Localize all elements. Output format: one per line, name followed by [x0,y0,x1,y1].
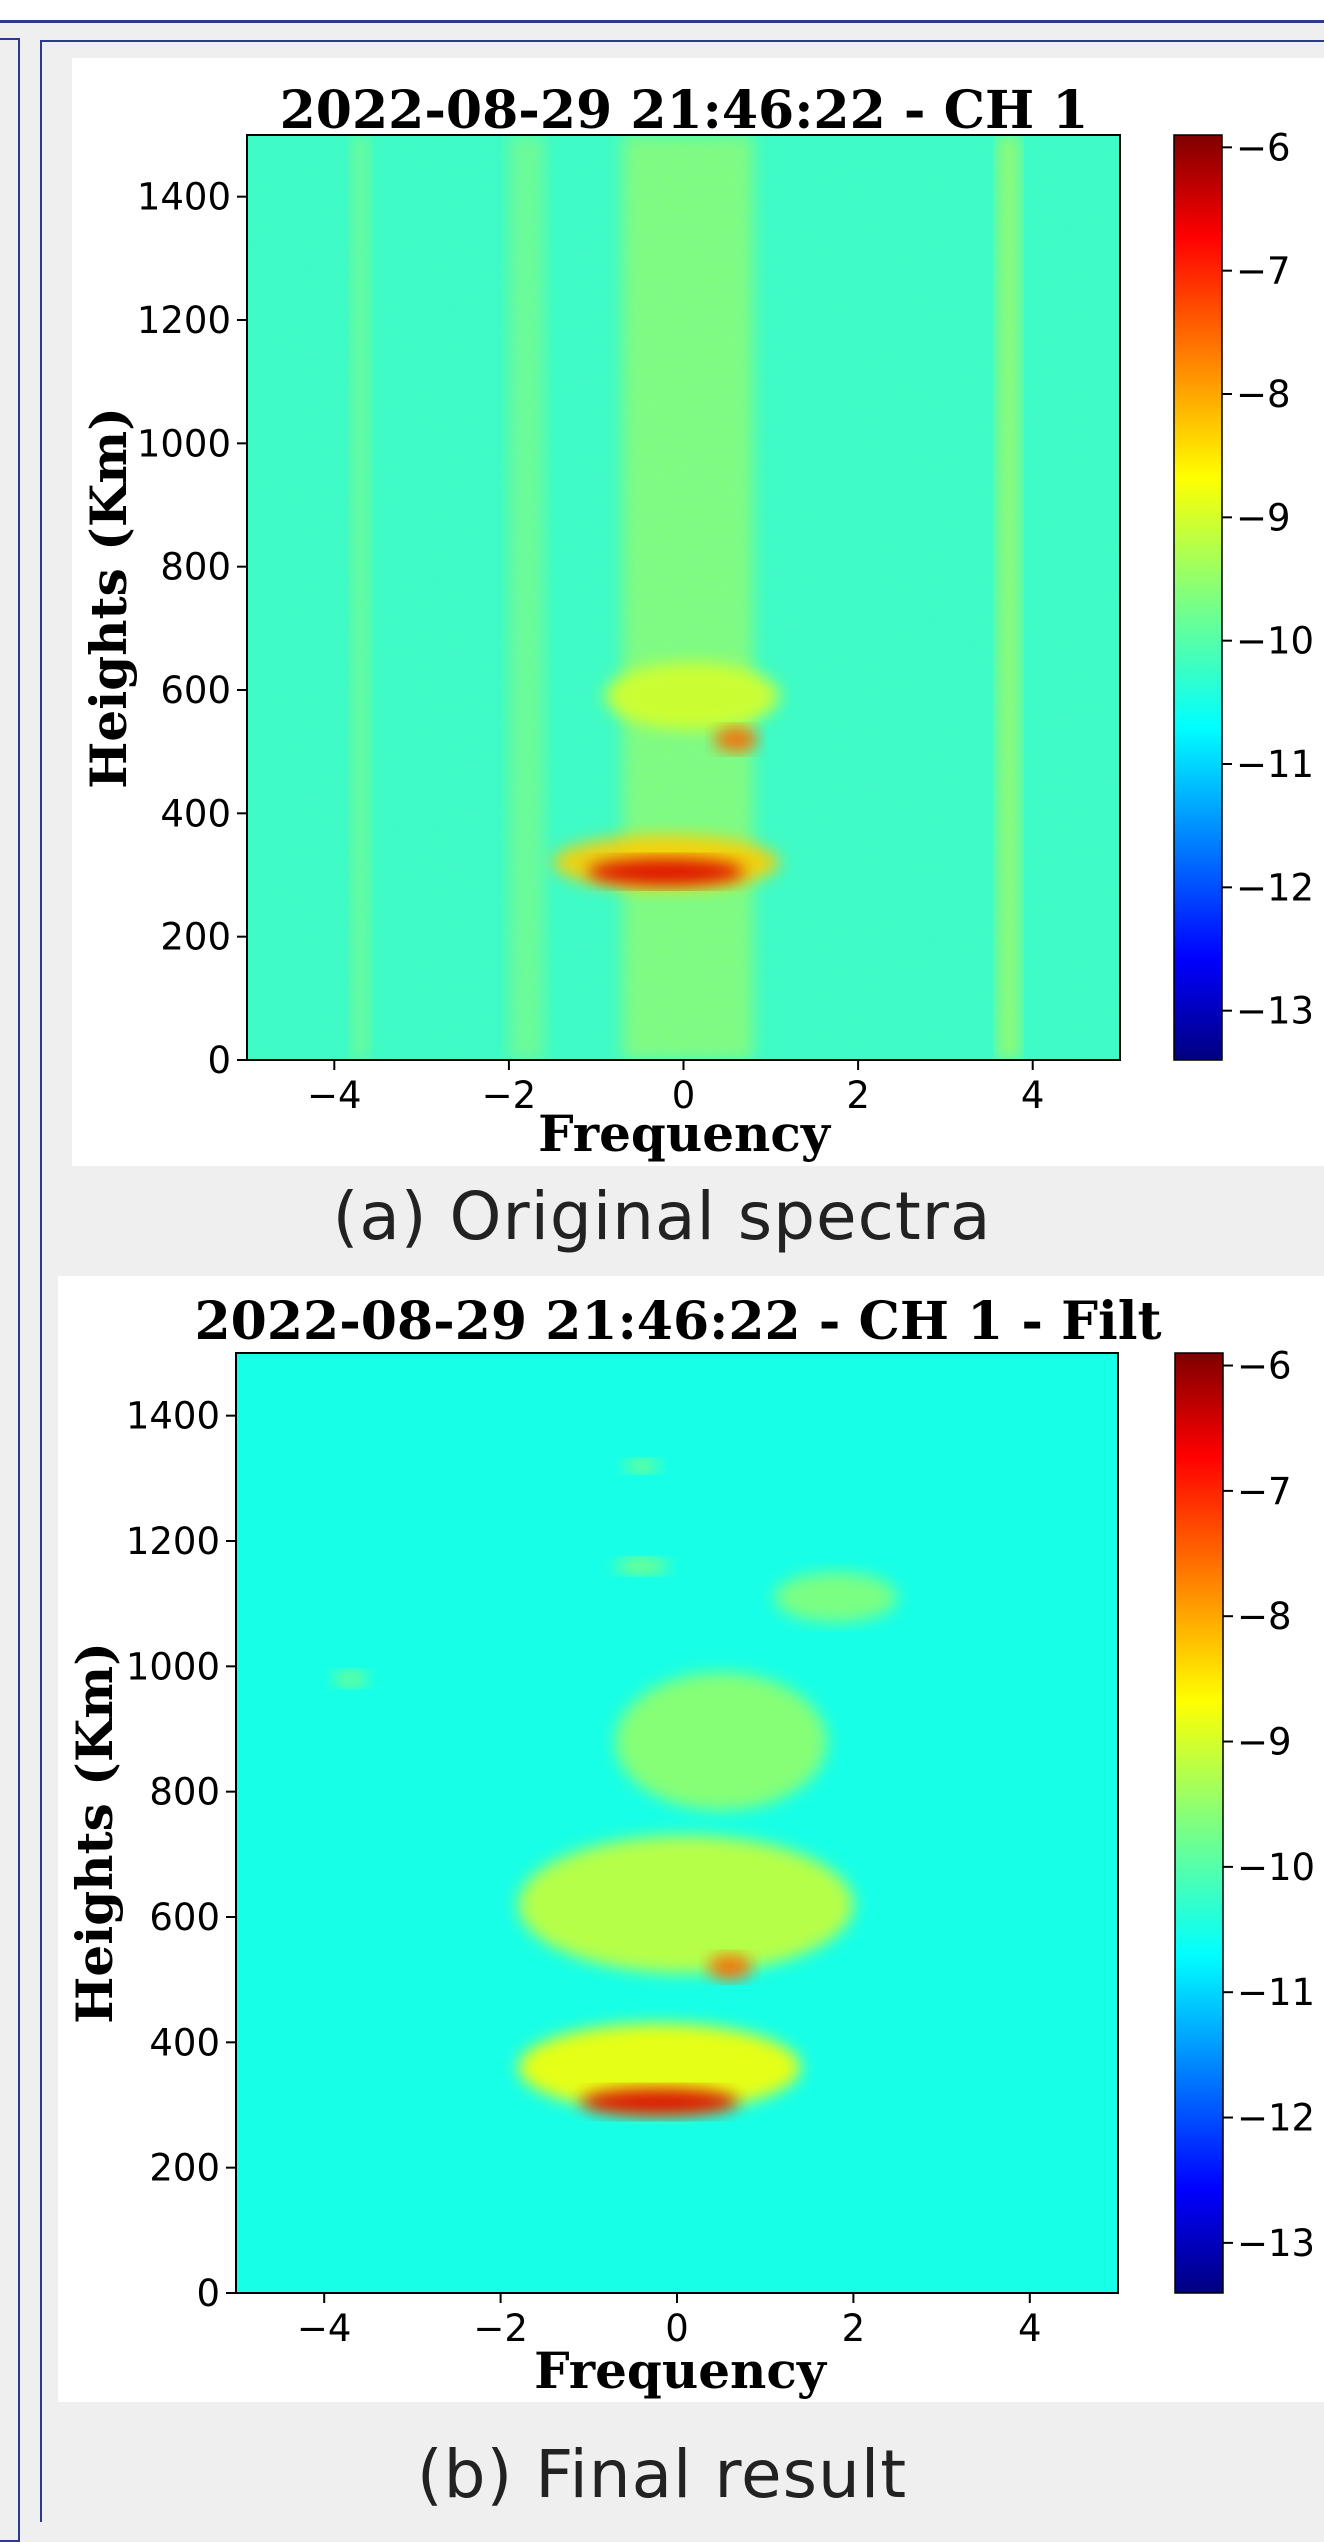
x-axis-label: Frequency [534,2341,828,2400]
y-tick-label: 600 [160,669,231,712]
echo-region [604,662,780,731]
echo-region [714,727,758,752]
y-tick-label: 1200 [137,299,231,342]
figure-panel-b: 2022-08-29 21:46:22 - CH 1 - Filt −4 −2 0 2… [58,1276,1324,2402]
x-tick-label: −2 [473,2307,528,2350]
figure-panel-a: 2022-08-29 21:46:22 - CH 1 −4 −2 0 2 4 0 200 4… [72,58,1324,1166]
colorbar-tick-label: −13 [1237,2222,1315,2265]
x-tick-label: 0 [665,2307,689,2350]
content-frame [40,40,1324,2522]
echo-region [624,1459,660,1473]
echo-region [587,858,745,886]
caption-a: (a) Original spectra [332,1178,992,1255]
echo-region [579,2088,739,2116]
y-tick-label: 0 [207,1039,231,1082]
echo-region [333,1671,369,1687]
chart-title: 2022-08-29 21:46:22 - CH 1 - Filt [194,1291,1161,1352]
y-tick-label: 400 [160,792,231,835]
colorbar-tick-label: −12 [1237,2097,1315,2140]
colorbar-tick-label: −11 [1236,743,1314,786]
colorbar-tick-label: −12 [1236,866,1314,909]
y-tick-label: 200 [160,916,231,959]
y-tick-label: 0 [196,2272,220,2315]
x-tick-label: 0 [672,1074,696,1117]
x-tick-label: −4 [307,1074,362,1117]
colorbar-tick-label: −10 [1236,620,1314,663]
y-axis-label: Heights (Km) [65,1642,124,2024]
y-tick-label: 1000 [126,1645,220,1688]
top-border [0,0,1324,23]
colorbar-tick-label: −9 [1237,1721,1292,1764]
colorbar-tick-label: −7 [1237,1470,1292,1513]
echo-region [615,1672,827,1811]
y-tick-label: 400 [149,2021,220,2064]
y-tick-label: 200 [149,2147,220,2190]
chart-title: 2022-08-29 21:46:22 - CH 1 [280,80,1089,141]
echo-region [615,1558,669,1574]
spectra-chart-filtered: 2022-08-29 21:46:22 - CH 1 - Filt −4 −2 0 2… [65,1291,1315,2400]
x-tick-label: 4 [1018,2307,1042,2350]
y-tick-label: 1400 [126,1395,220,1438]
x-tick-label: 2 [846,1074,870,1117]
echo-region [707,1954,752,1980]
heatmap-noise [247,135,1120,1060]
x-tick-label: −2 [482,1074,537,1117]
colorbar-tick-label: −10 [1237,1846,1315,1889]
x-tick-label: 2 [842,2307,866,2350]
y-tick-label: 1400 [137,176,231,219]
y-tick-label: 600 [149,1896,220,1939]
y-tick-label: 1200 [126,1520,220,1563]
x-axis-label: Frequency [538,1104,832,1163]
colorbar-tick-label: −11 [1237,1971,1315,2014]
y-tick-label: 800 [160,546,231,589]
colorbar-tick-label: −9 [1236,496,1291,539]
colorbar [1174,1352,1224,2294]
echo-region [518,1835,854,1974]
x-tick-label: −4 [297,2307,352,2350]
echo-region [518,2023,801,2112]
y-tick-label: 800 [149,1771,220,1814]
colorbar-tick-label: −6 [1236,126,1291,169]
y-tick-label: 1000 [137,422,231,465]
colorbar-tick-label: −8 [1236,373,1291,416]
spectra-chart-original: 2022-08-29 21:46:22 - CH 1 −4 −2 0 2 4 0 200 4… [79,80,1314,1163]
echo-region [774,1572,898,1623]
caption-b: (b) Final result [416,2436,908,2513]
colorbar-tick-label: −6 [1237,1345,1292,1388]
colorbar-tick-label: −13 [1236,990,1314,1033]
colorbar-tick-label: −8 [1237,1595,1292,1638]
x-tick-label: 4 [1021,1074,1045,1117]
y-axis-label: Heights (Km) [79,407,138,789]
left-frame [0,38,20,2542]
colorbar [1173,134,1223,1061]
heatmap-background [236,1353,1118,2293]
colorbar-tick-label: −7 [1236,250,1291,293]
